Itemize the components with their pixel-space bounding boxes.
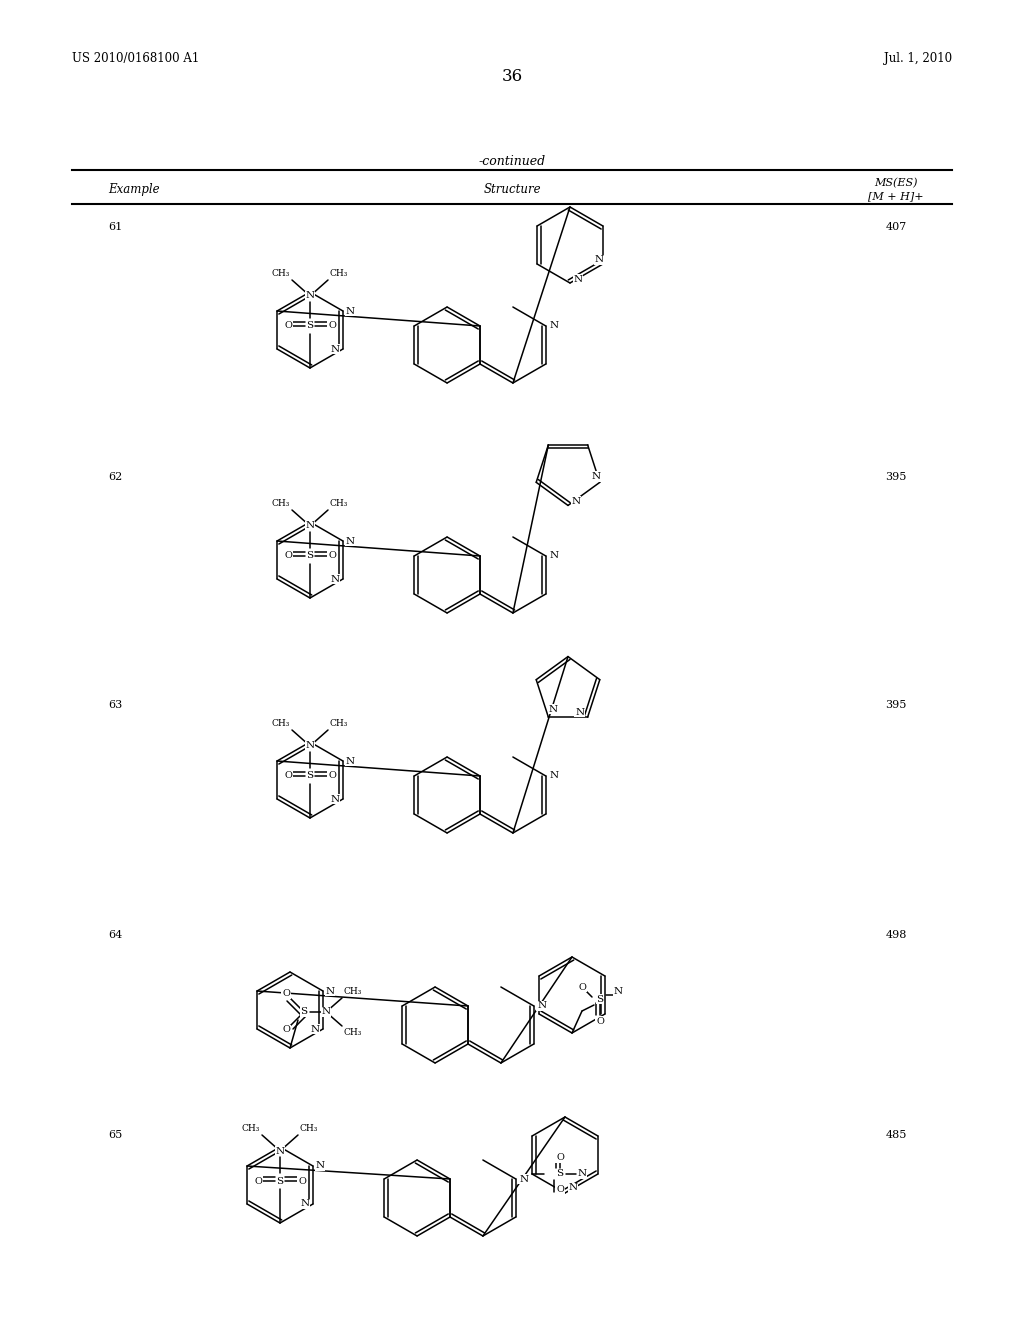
Text: [M + H]+: [M + H]+ (868, 191, 924, 201)
Text: N: N (519, 1175, 528, 1184)
Text: N: N (613, 986, 623, 995)
Text: 61: 61 (108, 222, 122, 232)
Text: N: N (331, 574, 340, 583)
Text: N: N (345, 756, 354, 766)
Text: S: S (596, 994, 603, 1003)
Text: Jul. 1, 2010: Jul. 1, 2010 (884, 51, 952, 65)
Text: US 2010/0168100 A1: US 2010/0168100 A1 (72, 51, 200, 65)
Text: N: N (275, 1147, 285, 1155)
Text: N: N (549, 771, 558, 780)
Text: O: O (298, 1176, 306, 1185)
Text: S: S (306, 552, 313, 561)
Text: O: O (284, 771, 292, 780)
Text: N: N (568, 1184, 578, 1192)
Text: N: N (310, 1024, 319, 1034)
Text: N: N (305, 292, 314, 301)
Text: 395: 395 (886, 473, 906, 482)
Text: 36: 36 (502, 69, 522, 84)
Text: S: S (306, 322, 313, 330)
Text: CH₃: CH₃ (271, 499, 290, 508)
Text: 485: 485 (886, 1130, 906, 1140)
Text: N: N (549, 705, 558, 714)
Text: CH₃: CH₃ (344, 1028, 362, 1038)
Text: O: O (282, 1026, 290, 1035)
Text: N: N (549, 552, 558, 561)
Text: N: N (578, 1170, 587, 1179)
Text: N: N (326, 986, 335, 995)
Text: N: N (331, 795, 340, 804)
Text: MS(ES): MS(ES) (874, 178, 918, 189)
Text: N: N (331, 345, 340, 354)
Text: O: O (556, 1154, 564, 1163)
Text: O: O (328, 771, 336, 780)
Text: Structure: Structure (483, 183, 541, 195)
Text: N: N (594, 256, 603, 264)
Text: S: S (556, 1170, 563, 1179)
Text: CH₃: CH₃ (271, 269, 290, 279)
Text: CH₃: CH₃ (330, 499, 348, 508)
Text: S: S (306, 771, 313, 780)
Text: O: O (254, 1176, 262, 1185)
Text: CH₃: CH₃ (300, 1125, 318, 1133)
Text: O: O (284, 552, 292, 561)
Text: N: N (573, 275, 583, 284)
Text: CH₃: CH₃ (271, 719, 290, 729)
Text: 498: 498 (886, 931, 906, 940)
Text: Example: Example (108, 183, 160, 195)
Text: O: O (328, 322, 336, 330)
Text: N: N (345, 536, 354, 545)
Text: N: N (315, 1162, 325, 1171)
Text: -continued: -continued (478, 154, 546, 168)
Text: N: N (591, 471, 600, 480)
Text: O: O (328, 552, 336, 561)
Text: 395: 395 (886, 700, 906, 710)
Text: O: O (282, 990, 290, 998)
Text: CH₃: CH₃ (330, 269, 348, 279)
Text: O: O (579, 982, 586, 991)
Text: CH₃: CH₃ (242, 1125, 260, 1133)
Text: N: N (549, 322, 558, 330)
Text: CH₃: CH₃ (330, 719, 348, 729)
Text: N: N (305, 742, 314, 751)
Text: N: N (575, 708, 585, 717)
Text: S: S (300, 1007, 307, 1016)
Text: N: N (322, 1007, 331, 1016)
Text: O: O (556, 1185, 564, 1195)
Text: N: N (305, 521, 314, 531)
Text: 65: 65 (108, 1130, 122, 1140)
Text: N: N (345, 306, 354, 315)
Text: O: O (284, 322, 292, 330)
Text: N: N (300, 1200, 309, 1209)
Text: 407: 407 (886, 222, 906, 232)
Text: N: N (571, 496, 581, 506)
Text: O: O (596, 1016, 604, 1026)
Text: 62: 62 (108, 473, 122, 482)
Text: 63: 63 (108, 700, 122, 710)
Text: CH₃: CH₃ (344, 987, 362, 997)
Text: 64: 64 (108, 931, 122, 940)
Text: S: S (276, 1176, 284, 1185)
Text: N: N (538, 1002, 547, 1011)
